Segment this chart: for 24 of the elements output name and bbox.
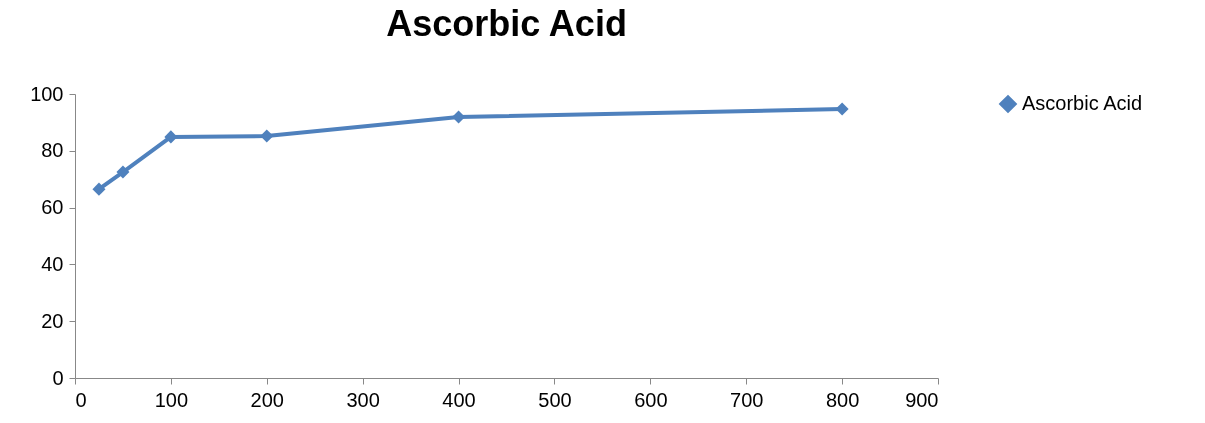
x-tick-label: 400 (442, 388, 476, 411)
y-tick-label: 100 (30, 82, 64, 105)
point (260, 129, 274, 143)
x-tick-label: 200 (250, 388, 284, 411)
x-tick-label: 700 (730, 388, 764, 411)
point (835, 102, 849, 116)
point (452, 110, 466, 124)
point (164, 130, 178, 144)
x-tick-label: 600 (634, 388, 668, 411)
point (116, 165, 130, 179)
point (92, 182, 106, 196)
x-tick-label: 500 (538, 388, 572, 411)
x-tick-label: 800 (825, 388, 860, 411)
x-tick-label: 0 (75, 388, 87, 411)
y-tick-label: 40 (41, 252, 64, 275)
x-tick-label: 100 (154, 388, 189, 411)
y-tick-label: 80 (41, 139, 64, 162)
legend-label: Ascorbic Acid (1022, 92, 1143, 114)
x-tick-label: 900 (905, 388, 939, 411)
y-tick-label: 60 (41, 196, 64, 219)
y-tick-label: 0 (52, 366, 64, 389)
y-tick-label: 20 (41, 309, 64, 332)
x-tick-label: 300 (346, 388, 380, 411)
chart-title: Ascorbic Acid (386, 3, 627, 44)
